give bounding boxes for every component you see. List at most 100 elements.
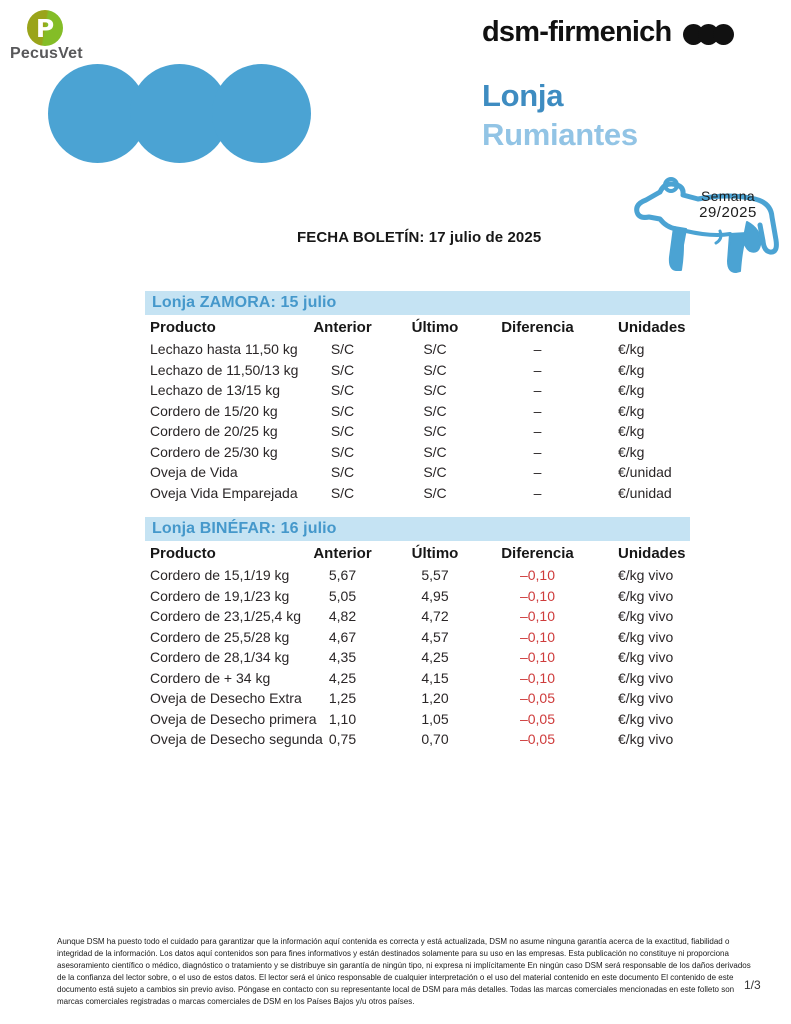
doc-title-line1: Lonja: [482, 78, 564, 113]
table-cell: –0,05: [519, 731, 556, 748]
table-cell: €/kg vivo: [618, 710, 674, 727]
table-cell: S/C: [423, 443, 447, 460]
table-cell: €/unidad: [618, 464, 672, 481]
table-cell: S/C: [423, 382, 447, 399]
table-cell: Cordero de 15,1/19 kg: [150, 567, 290, 584]
week-value: 29/2025: [699, 204, 757, 221]
table-cell: –: [533, 382, 542, 399]
table-zamora: Lonja ZAMORA: 15 julio Producto Anterior Ú…: [145, 291, 690, 503]
disclaimer-text: Aunque DSM ha puesto todo el cuidado par…: [57, 937, 751, 1006]
table-cell: –0,10: [519, 567, 556, 584]
table-cell: Oveja Vida Emparejada: [150, 484, 298, 501]
column-header: Diferencia: [501, 318, 574, 336]
table-cell: 5,67: [328, 567, 357, 584]
table-cell: 4,57: [421, 628, 449, 645]
week-label: Semana: [701, 188, 755, 204]
table-row: Oveja de Vida S/C S/C – €/unidad: [145, 462, 690, 483]
week-label-block: Semana 29/2025: [678, 188, 778, 221]
table-cell: Cordero de 15/20 kg: [150, 402, 278, 419]
table-cell: –: [533, 402, 542, 419]
table-cell: 4,25: [421, 649, 449, 666]
pecusvet-logo-icon: P: [27, 10, 63, 46]
table-row: Oveja de Desecho segunda 0,75 0,70 –0,05 €/k…: [145, 729, 690, 750]
table-cell: €/kg: [618, 402, 645, 419]
table-cell: –: [533, 464, 542, 481]
column-header: Último: [411, 544, 459, 562]
table-cell: –0,10: [519, 587, 556, 604]
table-row: Oveja de Desecho primera 1,10 1,05 –0,05 €/k…: [145, 709, 690, 730]
table-row: Cordero de 20/25 kg S/C S/C – €/kg: [145, 421, 690, 442]
table-cell: 4,35: [328, 649, 357, 666]
table-row: Oveja de Desecho Extra 1,25 1,20 –0,05 €/kg …: [145, 688, 690, 709]
table-cell: €/kg vivo: [618, 690, 674, 707]
table-cell: 1,25: [328, 690, 357, 707]
table-cell: €/kg vivo: [618, 731, 674, 748]
column-header: Diferencia: [501, 544, 574, 562]
table-cell: –: [533, 443, 542, 460]
table-cell: 0,75: [328, 731, 357, 748]
column-header: Producto: [150, 318, 216, 336]
table-cell: S/C: [330, 464, 355, 481]
table-cell: 1,10: [328, 710, 357, 727]
table-cell: 4,95: [421, 587, 449, 604]
table-cell: €/kg vivo: [618, 567, 674, 584]
table-row: Cordero de 15,1/19 kg 5,67 5,57 –0,10 €/kg v…: [145, 565, 690, 586]
table-cell: S/C: [423, 402, 447, 419]
table-cell: 4,25: [328, 669, 357, 686]
table-cell: 0,70: [421, 731, 449, 748]
table-cell: S/C: [330, 443, 355, 460]
table-cell: €/kg: [618, 361, 645, 378]
table-cell: 4,15: [421, 669, 449, 686]
table-row: Cordero de 15/20 kg S/C S/C – €/kg: [145, 401, 690, 422]
table-row: Cordero de 23,1/25,4 kg 4,82 4,72 –0,10 €/kg…: [145, 606, 690, 627]
table-cell: Cordero de 28,1/34 kg: [150, 649, 290, 666]
table-cell: 1,20: [421, 690, 449, 707]
table-header-row: Producto Anterior Último Diferencia Unidades: [145, 315, 690, 339]
table-row: Lechazo de 11,50/13 kg S/C S/C – €/kg: [145, 360, 690, 381]
doc-title-line2: Rumiantes: [482, 117, 638, 152]
table-cell: €/kg vivo: [618, 628, 674, 645]
table-title: Lonja BINÉFAR: 16 julio: [145, 517, 690, 541]
column-header: Anterior: [313, 318, 372, 336]
table-cell: –0,05: [519, 710, 556, 727]
table-cell: Lechazo hasta 11,50 kg: [150, 341, 298, 358]
table-cell: –0,10: [519, 608, 556, 625]
column-header: Unidades: [618, 318, 686, 336]
table-cell: S/C: [423, 423, 447, 440]
table-cell: S/C: [330, 484, 355, 501]
column-header: Último: [411, 318, 459, 336]
dsm-firmenich-logo: dsm-firmenich: [482, 16, 735, 49]
table-cell: €/kg: [618, 443, 645, 460]
table-cell: €/kg: [618, 382, 645, 399]
table-row: Oveja Vida Emparejada S/C S/C – €/unidad: [145, 483, 690, 504]
table-cell: –: [533, 484, 542, 501]
table-cell: Oveja de Desecho Extra: [150, 690, 302, 707]
table-row: Lechazo de 13/15 kg S/C S/C – €/kg: [145, 380, 690, 401]
table-row: Cordero de + 34 kg 4,25 4,15 –0,10 €/kg vivo: [145, 668, 690, 689]
table-cell: –: [533, 423, 542, 440]
table-cell: S/C: [330, 402, 355, 419]
dsm-firmenich-wordmark: dsm-firmenich: [482, 16, 672, 48]
three-circles-icon: [48, 64, 311, 163]
table-row: Cordero de 19,1/23 kg 5,05 4,95 –0,10 €/kg v…: [145, 586, 690, 607]
table-cell: –0,05: [519, 690, 556, 707]
table-cell: S/C: [330, 361, 355, 378]
dsm-three-dots-icon: [683, 24, 735, 45]
cow-sketch-icon: [634, 177, 779, 273]
week-badge: Semana 29/2025: [626, 156, 791, 285]
table-cell: €/kg: [618, 341, 645, 358]
table-row: Cordero de 25,5/28 kg 4,67 4,57 –0,10 €/kg v…: [145, 627, 690, 648]
table-binefar: Lonja BINÉFAR: 16 julio Producto Anterior…: [145, 517, 690, 750]
bulletin-date: FECHA BOLETÍN: 17 julio de 2025: [297, 229, 542, 246]
table-cell: –0,10: [519, 649, 556, 666]
table-cell: 5,05: [328, 587, 357, 604]
table-body: Lechazo hasta 11,50 kg S/C S/C – €/kg Lechazo…: [145, 339, 690, 503]
page-number: 1/3: [744, 978, 761, 992]
table-cell: €/kg vivo: [618, 649, 674, 666]
table-cell: €/unidad: [618, 484, 672, 501]
column-header: Producto: [150, 544, 216, 562]
table-cell: S/C: [330, 382, 355, 399]
table-header-row: Producto Anterior Último Diferencia Unidades: [145, 541, 690, 565]
table-cell: –0,10: [519, 628, 556, 645]
table-title: Lonja ZAMORA: 15 julio: [145, 291, 690, 315]
